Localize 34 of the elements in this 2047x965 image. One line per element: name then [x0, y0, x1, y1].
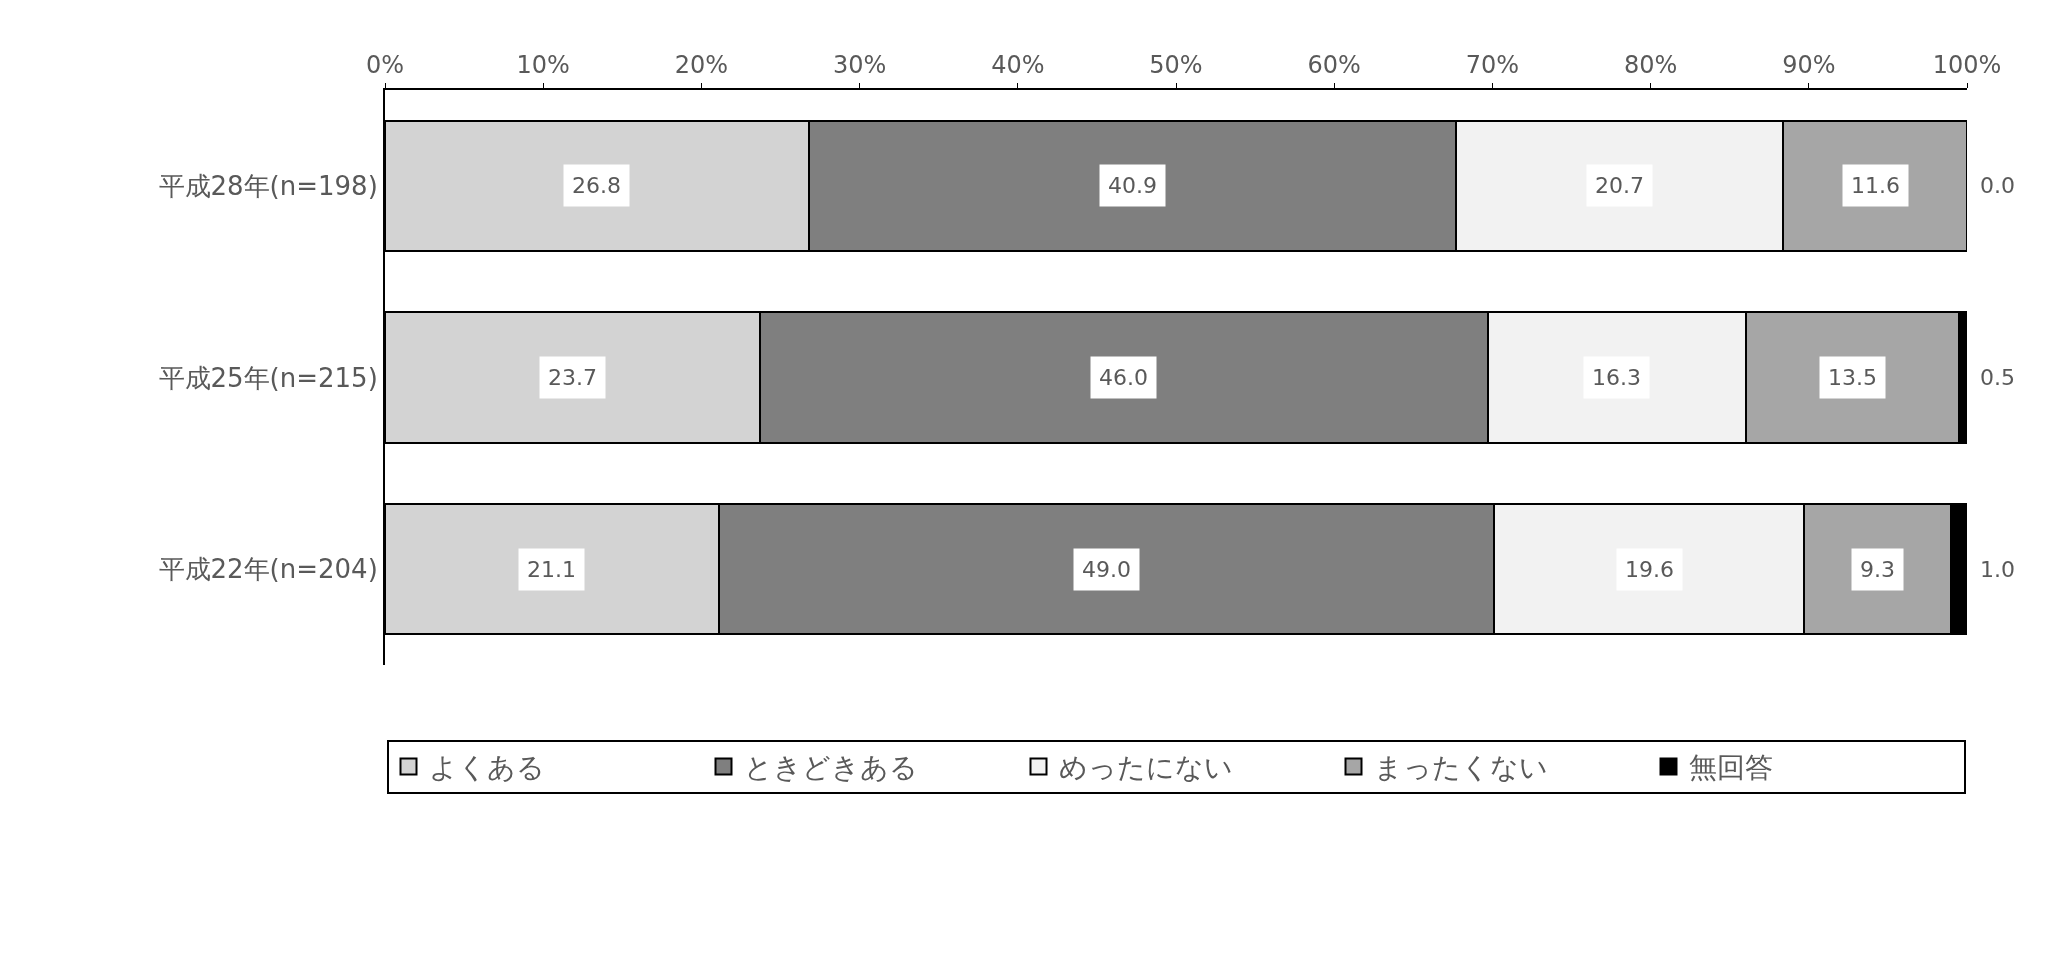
x-tick-label: 90%: [1782, 51, 1836, 80]
data-label: 23.7: [548, 365, 597, 390]
legend-label: まったくない: [1373, 751, 1548, 785]
data-label: 20.7: [1595, 173, 1644, 198]
x-tick-label: 70%: [1465, 51, 1520, 80]
x-tick-label: 40%: [991, 51, 1045, 80]
data-label: 11.6: [1851, 173, 1900, 198]
data-label: 49.0: [1082, 557, 1131, 582]
x-tick-label: 10%: [516, 51, 570, 80]
y-tick-label: 平成28年(n=198): [158, 170, 378, 201]
x-tick-label: 50%: [1149, 51, 1203, 80]
data-label: 40.9: [1108, 173, 1157, 198]
x-tick-label: 20%: [674, 51, 729, 80]
data-label: 19.6: [1625, 557, 1674, 582]
y-tick-label: 平成22年(n=204): [158, 554, 378, 585]
y-tick-label: 平成25年(n=215): [158, 362, 378, 393]
data-label: 46.0: [1099, 365, 1148, 390]
data-label: 9.3: [1860, 557, 1895, 582]
x-tick-label: 30%: [832, 51, 887, 80]
data-label: 21.1: [527, 557, 576, 582]
data-label: 0.0: [1980, 173, 2015, 198]
legend-label: よくある: [428, 751, 545, 785]
legend-label: めったにない: [1058, 751, 1233, 785]
data-label: 16.3: [1592, 365, 1641, 390]
x-tick-label: 80%: [1623, 51, 1678, 80]
legend-label: ときどきある: [743, 751, 918, 785]
x-tick-label: 100%: [1932, 51, 2002, 80]
data-label: 1.0: [1980, 557, 2015, 582]
x-tick-label: 0%: [365, 51, 405, 80]
data-label: 0.5: [1980, 365, 2015, 390]
legend-label: 無回答: [1688, 751, 1773, 785]
data-label: 26.8: [572, 173, 621, 198]
data-label: 13.5: [1828, 365, 1877, 390]
x-tick-label: 60%: [1307, 51, 1361, 80]
